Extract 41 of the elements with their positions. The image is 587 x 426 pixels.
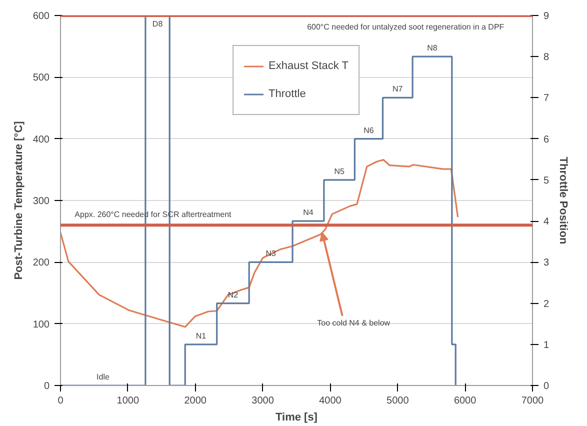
y2-tick-label: 7 xyxy=(544,93,550,104)
x-tick-label: 0 xyxy=(58,396,64,406)
ref-line-label: 600°C needed for untalyzed soot regeneration in a DPF xyxy=(307,22,504,32)
y2-tick-label: 0 xyxy=(544,381,550,392)
x-tick-label: 3000 xyxy=(252,396,274,406)
annotation: N5 xyxy=(334,166,345,176)
y2-tick-label: 3 xyxy=(544,258,550,269)
y2-tick-label: 8 xyxy=(544,52,550,64)
annotation: Too cold N4 & below xyxy=(317,318,390,328)
y2-tick-label: 1 xyxy=(544,340,550,351)
y-tick-label: 300 xyxy=(32,196,50,207)
annotation: Idle xyxy=(96,372,110,382)
x-tick-label: 6000 xyxy=(454,396,477,406)
annotation: D8 xyxy=(152,20,164,28)
x-tick-label: 2000 xyxy=(184,396,207,406)
y-axis-title: Post-Turbine Temperature [°C] xyxy=(12,120,25,280)
y2-tick-label: 5 xyxy=(544,175,550,186)
legend-label: Throttle xyxy=(268,88,306,100)
y2-tick-label: 6 xyxy=(544,134,550,146)
y-tick-label: 0 xyxy=(44,381,50,392)
annotation: N8 xyxy=(427,44,438,53)
y-tick-label: 400 xyxy=(32,134,50,146)
y2-tick-label: 2 xyxy=(544,298,550,310)
x-tick-label: 7000 xyxy=(521,396,544,406)
x-tick-label: 4000 xyxy=(319,396,342,406)
y2-tick-label: 9 xyxy=(544,11,550,22)
x-tick-label: 5000 xyxy=(386,396,410,406)
y-tick-label: 100 xyxy=(32,319,50,330)
x-axis-title: Time [s] xyxy=(276,412,318,424)
y-tick-label: 500 xyxy=(32,72,50,84)
y-tick-label: 600 xyxy=(32,11,50,22)
legend-label: Exhaust Stack T xyxy=(268,60,348,72)
y-tick-label: 200 xyxy=(32,258,50,269)
line-series xyxy=(60,159,459,328)
y2-tick-label: 4 xyxy=(544,216,550,228)
x-tick-label: 1000 xyxy=(116,396,140,406)
annotation: N7 xyxy=(392,84,404,94)
annotation: N1 xyxy=(196,331,207,340)
y2-axis-title: Throttle Position xyxy=(557,156,570,244)
annotation: N4 xyxy=(303,208,314,218)
annotation: N6 xyxy=(364,126,374,135)
